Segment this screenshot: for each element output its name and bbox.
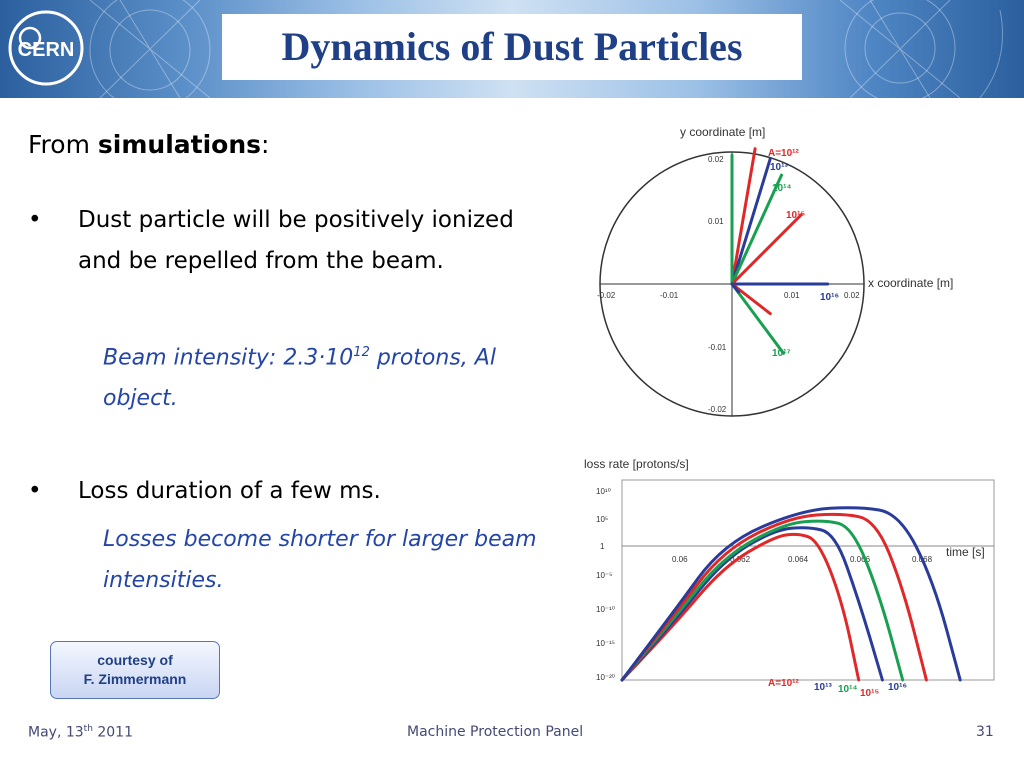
y-tick-label: 1 [600, 542, 605, 551]
y-tick-label: -0.02 [708, 405, 727, 414]
logo-text: CERN [18, 39, 75, 61]
loss-rate-chart: loss rate [protons/s] time [s] 10¹⁰ 10⁵ … [582, 452, 1000, 700]
x-tick-label: 0.02 [844, 291, 860, 300]
footer-date-prefix: May, 13 [28, 724, 84, 741]
lead-line: From simulations: [28, 130, 269, 159]
note-suffix: protons, Al object. [103, 345, 496, 412]
series-line-1 [620, 526, 884, 682]
courtesy-box: courtesy of F. Zimmermann [50, 641, 220, 699]
title-box: Dynamics of Dust Particles [222, 14, 802, 80]
x-axis-label: x coordinate [m] [868, 276, 953, 290]
bullet-marker: • [28, 207, 42, 233]
series-line-1 [730, 157, 772, 286]
lead-bold: simulations [97, 130, 262, 159]
series-line-8 [730, 282, 741, 294]
series-label: 10¹⁴ [772, 183, 791, 194]
series-line-3 [730, 213, 803, 286]
cern-logo: CERN [8, 10, 84, 86]
y-tick-label: 10¹⁰ [596, 487, 611, 496]
note-sup: 12 [353, 345, 370, 360]
note-prefix: Beam intensity: 2.3·10 [103, 345, 354, 371]
y-axis-label: loss rate [protons/s] [584, 457, 689, 471]
series-label: A=10¹² [768, 148, 800, 159]
y-tick-label: -0.01 [708, 343, 727, 352]
x-tick-label: 0.01 [784, 291, 800, 300]
y-tick-label: 10⁵ [596, 515, 608, 524]
x-axis-label: time [s] [946, 545, 985, 559]
y-tick-label: 10⁻²⁰ [596, 673, 615, 682]
series-label: 10¹⁴ [838, 684, 857, 695]
y-tick-label: 10⁻¹⁵ [596, 639, 615, 648]
bullet-1-note: Beam intensity: 2.3·1012 protons, Al obj… [103, 332, 573, 419]
series-label: 10¹⁵ [860, 688, 879, 699]
footer-date-suffix: 2011 [92, 724, 133, 741]
slide-title: Dynamics of Dust Particles [281, 24, 743, 69]
x-tick-label: 0.066 [850, 555, 871, 564]
x-tick-label: 0.06 [672, 555, 688, 564]
y-tick-label: 10⁻¹⁰ [596, 605, 615, 614]
courtesy-line-1: courtesy of [97, 652, 173, 668]
bullet-marker: • [28, 478, 42, 504]
lead-prefix: From [28, 130, 98, 159]
footer-center: Machine Protection Panel [407, 724, 584, 740]
series-line-7 [730, 282, 772, 316]
y-tick-label: 10⁻⁵ [596, 571, 612, 580]
series-line-4 [620, 506, 962, 682]
series-label: 10¹⁵ [786, 210, 805, 221]
series-label: A=10¹² [768, 678, 800, 689]
courtesy-line-2: F. Zimmermann [83, 671, 187, 687]
series-label: 10¹⁶ [888, 682, 907, 693]
series-line-3 [620, 512, 928, 682]
page-number: 31 [976, 724, 994, 740]
x-tick-label: 0.064 [788, 555, 809, 564]
x-tick-label: -0.02 [597, 291, 616, 300]
header-banner: CERN Dynamics of Dust Particles [0, 0, 1024, 98]
y-tick-label: 0.02 [708, 155, 724, 164]
y-tick-label: 0.01 [708, 217, 724, 226]
bullet-text: Loss duration of a few ms. [78, 478, 381, 504]
series-line-2 [620, 519, 905, 682]
banner-decoration [89, 0, 1003, 98]
series-line-0 [730, 147, 757, 286]
lead-suffix: : [261, 130, 270, 159]
series-label: 10¹⁷ [772, 348, 791, 359]
series-line-5 [730, 282, 785, 355]
series-label: 10¹⁶ [820, 292, 839, 303]
bullet-text: Dust particle will be positively ionized… [78, 207, 514, 274]
footer-date: May, 13th 2011 [28, 724, 133, 741]
x-tick-label: -0.01 [660, 291, 679, 300]
x-tick-label: 0.062 [730, 555, 751, 564]
series-label: 10¹³ [770, 162, 788, 173]
trajectory-chart: y coordinate [m] x coordinate [m] -0.02 … [582, 120, 1000, 420]
footer-date-sup: th [83, 724, 93, 734]
y-axis-label: y coordinate [m] [680, 125, 765, 139]
series-label: 10¹³ [814, 682, 832, 693]
series-line-2 [730, 173, 783, 286]
plot-frame [621, 479, 995, 681]
series-line-0 [620, 532, 861, 682]
bullet-2-note: Losses become shorter for larger beam in… [103, 527, 537, 593]
